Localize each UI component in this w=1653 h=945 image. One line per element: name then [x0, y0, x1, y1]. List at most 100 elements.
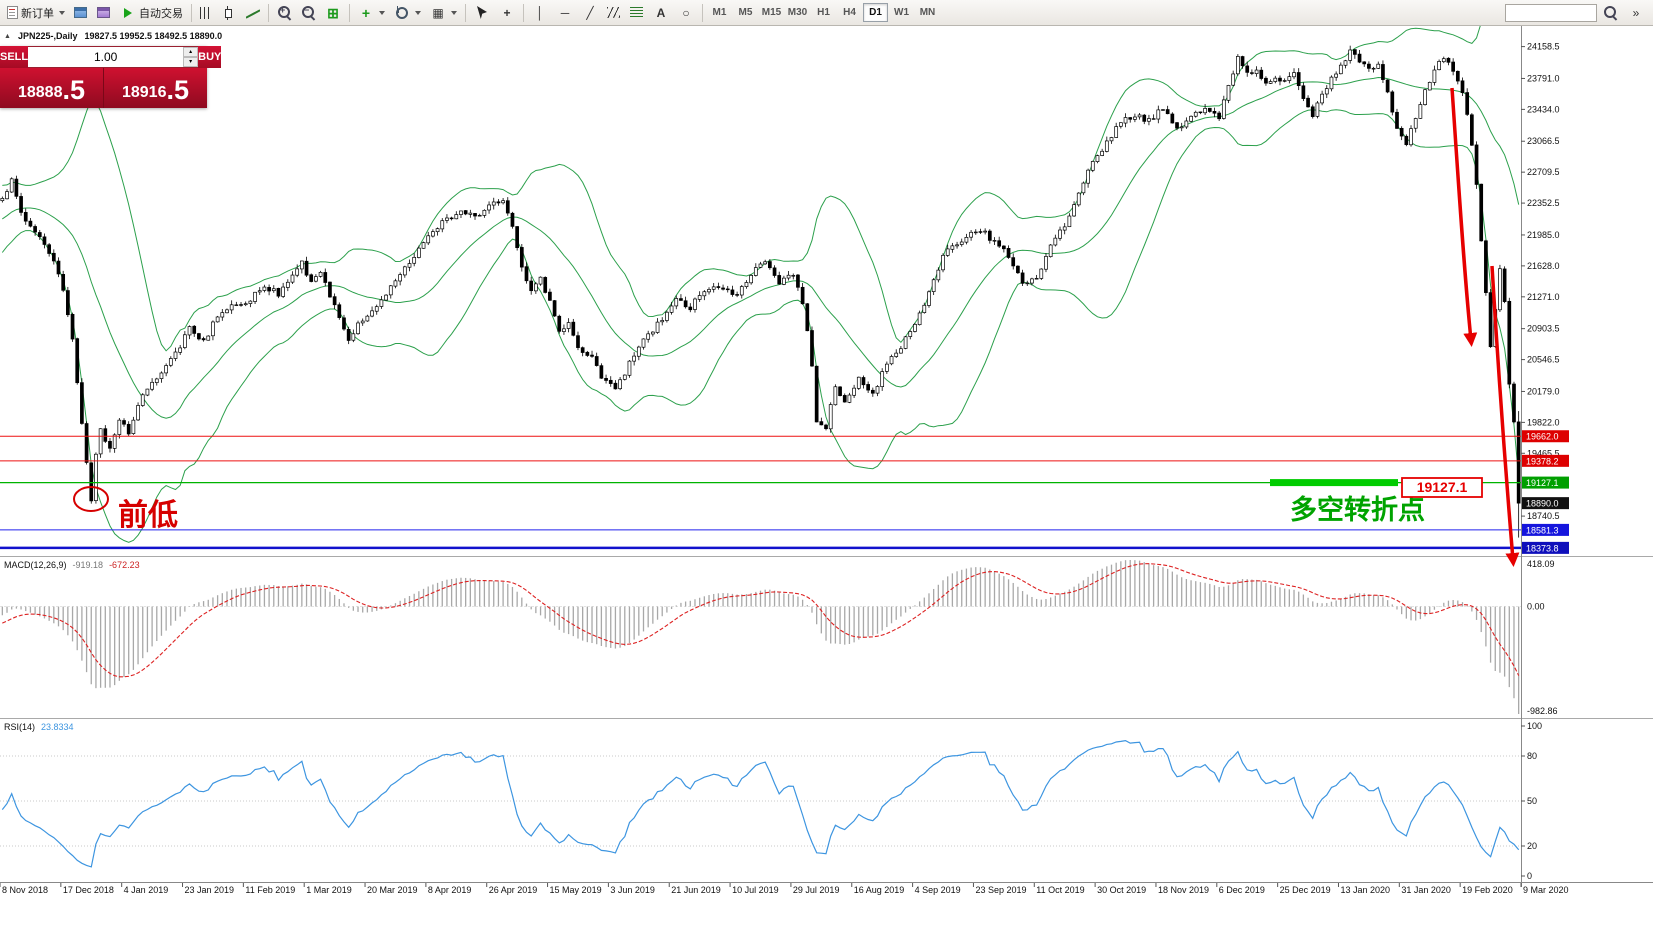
- zoom-out-button[interactable]: −: [297, 2, 320, 24]
- price-tag: [1522, 523, 1569, 536]
- price-axis-tick: 19465.5: [1527, 448, 1560, 458]
- horizontal-line-button[interactable]: ─: [553, 2, 577, 24]
- sell-button[interactable]: SELL: [0, 46, 29, 68]
- price-tag-text: 19127.1: [1526, 478, 1559, 488]
- timeframe-h1-button[interactable]: H1: [811, 3, 836, 22]
- chevron-down-icon: [451, 10, 457, 15]
- volume-input[interactable]: [28, 47, 184, 67]
- timeframe-m15-button[interactable]: M15: [759, 3, 784, 22]
- price-tag: [1522, 497, 1569, 510]
- candlestick-icon: [223, 5, 235, 20]
- previous-low-text: 前低: [118, 499, 178, 532]
- price-axis-tick: 22352.5: [1527, 198, 1560, 208]
- chart-windows-button[interactable]: [70, 2, 92, 24]
- bid-big-digits: .5: [62, 75, 86, 105]
- timeframe-m5-button[interactable]: M5: [733, 3, 758, 22]
- bid-price[interactable]: 18888.5: [0, 68, 103, 108]
- new-order-button[interactable]: 新订单: [3, 2, 69, 24]
- text-tool-button[interactable]: A: [649, 2, 673, 24]
- bollinger-band-line: [2, 26, 1481, 352]
- channel-button[interactable]: [603, 2, 625, 24]
- rsi-axis-tick: 80: [1527, 751, 1537, 761]
- price-axis-tick: 23791.0: [1527, 73, 1560, 83]
- date-axis-label: 18 Nov 2019: [1158, 885, 1209, 895]
- search-button[interactable]: [1599, 2, 1622, 24]
- timeframe-w1-button[interactable]: W1: [889, 3, 914, 22]
- price-axis-tick: 21628.0: [1527, 261, 1560, 271]
- rsi-axis-tick: 0: [1527, 871, 1532, 881]
- overflow-chevrons-icon: »: [1632, 5, 1640, 20]
- price-tag: [1522, 454, 1569, 467]
- profiles-button[interactable]: [93, 2, 115, 24]
- tile-windows-button[interactable]: ⊞: [321, 2, 345, 24]
- toolbar-search-area: »: [1505, 2, 1648, 24]
- date-axis-label: 15 May 2019: [550, 885, 602, 895]
- timeframe-h4-button[interactable]: H4: [837, 3, 862, 22]
- vertical-line-button[interactable]: │: [528, 2, 552, 24]
- date-axis-label: 19 Feb 2020: [1462, 885, 1513, 895]
- price-tag-text: 19662.0: [1526, 432, 1559, 442]
- turning-point-text: 多空转折点: [1290, 494, 1425, 525]
- volume-decrease-button[interactable]: ▾: [183, 57, 199, 67]
- templates-button[interactable]: ▦: [426, 2, 461, 24]
- timeframe-d1-button[interactable]: D1: [863, 3, 888, 22]
- crosshair-button[interactable]: +: [495, 2, 519, 24]
- chart-area[interactable]: 24158.5 23791.0 23434.0 23066.5 22709.5 22352…: [0, 26, 1653, 945]
- price-chart-svg[interactable]: 24158.5 23791.0 23434.0 23066.5 22709.5 22352…: [0, 26, 1653, 945]
- fibonacci-button[interactable]: [626, 2, 648, 24]
- toolbar-separator: [349, 3, 350, 22]
- symbol-search-input[interactable]: [1505, 3, 1597, 22]
- rsi-label: RSI(14) 23.8334: [4, 722, 74, 732]
- date-axis-label: 31 Jan 2020: [1401, 885, 1451, 895]
- price-tag-text: 18890.0: [1526, 499, 1559, 509]
- shapes-button[interactable]: ○: [674, 2, 698, 24]
- toolbar-separator: [268, 3, 269, 22]
- volume-increase-button[interactable]: ▴: [183, 47, 199, 57]
- price-axis-tick: 19822.0: [1527, 417, 1560, 427]
- price-axis-tick: 23434.0: [1527, 104, 1560, 114]
- volume-spinner: ▴ ▾: [183, 47, 199, 67]
- ask-price[interactable]: 18916.5: [103, 68, 207, 108]
- buy-button[interactable]: BUY: [198, 46, 222, 68]
- toolbar-separator: [191, 3, 192, 22]
- new-order-label: 新订单: [21, 7, 54, 20]
- cursor-icon: [474, 5, 490, 21]
- candlestick-series: [0, 45, 1521, 538]
- svg-text:418.09: 418.09: [1527, 559, 1555, 569]
- template-icon: ▦: [432, 5, 444, 20]
- date-axis-label: 25 Dec 2019: [1280, 885, 1331, 895]
- price-tag-box: [1401, 477, 1483, 498]
- date-axis-label: 29 Jul 2019: [793, 885, 840, 895]
- symbol-timeframe-label: JPN225-,Daily: [17, 31, 78, 41]
- ask-main-digits: 18916: [121, 84, 167, 102]
- previous-low-circle: [73, 486, 109, 512]
- trendline-button[interactable]: ╱: [578, 2, 602, 24]
- fibonacci-icon: [630, 7, 643, 18]
- price-axis-tick: 24158.5: [1527, 42, 1560, 52]
- toolbar-overflow-button[interactable]: »: [1624, 2, 1648, 24]
- date-axis-label: 1 Mar 2019: [306, 885, 352, 895]
- line-chart-icon: [246, 7, 260, 19]
- timeframe-mn-button[interactable]: MN: [915, 3, 940, 22]
- timeframe-m1-button[interactable]: M1: [707, 3, 732, 22]
- clock-icon: [394, 5, 410, 21]
- timeframe-m30-button[interactable]: M30: [785, 3, 810, 22]
- line-chart-button[interactable]: [242, 2, 264, 24]
- candlestick-button[interactable]: [219, 2, 241, 24]
- date-axis-label: 4 Jan 2019: [124, 885, 169, 895]
- date-axis-label: 20 Mar 2019: [367, 885, 418, 895]
- trend-arrow: [1490, 265, 1520, 567]
- play-icon: [120, 5, 136, 21]
- indicators-button[interactable]: +: [354, 2, 389, 24]
- zoom-in-button[interactable]: +: [273, 2, 296, 24]
- periods-button[interactable]: [390, 2, 425, 24]
- chart-collapse-icon[interactable]: ▲: [4, 32, 11, 40]
- toolbar-separator: [523, 3, 524, 22]
- bollinger-band-line: [2, 76, 1520, 419]
- rsi-axis-tick: 50: [1527, 796, 1537, 806]
- cursor-button[interactable]: [470, 2, 494, 24]
- bar-chart-button[interactable]: [196, 2, 218, 24]
- bid-main-digits: 18888: [17, 84, 63, 102]
- auto-trading-button[interactable]: 自动交易: [116, 2, 187, 24]
